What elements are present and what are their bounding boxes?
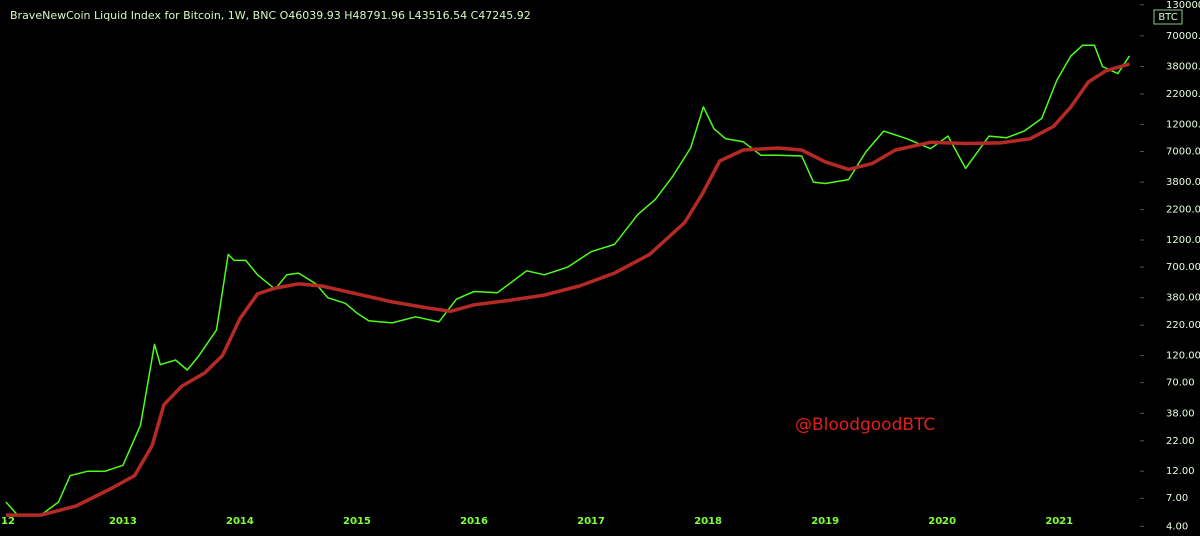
series-line [5, 44, 1131, 516]
y-tick-label: 22.00 [1166, 436, 1195, 447]
y-tick-label: 38.00 [1166, 408, 1195, 419]
y-tick-label: 7000.00 [1166, 146, 1200, 157]
y-tick-label: 12000.00 [1166, 119, 1200, 130]
y-tick-label: 3800.00 [1166, 177, 1200, 188]
y-tick-label: 12.00 [1166, 466, 1195, 477]
y-tick-label: 2200.00 [1166, 205, 1200, 216]
x-tick-label: 2020 [928, 516, 956, 527]
y-tick-label: 380.00 [1166, 293, 1200, 304]
x-tick-label: 2018 [694, 516, 722, 527]
currency-label: BTC [1158, 12, 1177, 23]
y-tick-label: 70.00 [1166, 378, 1195, 389]
y-tick-label: 4.00 [1166, 521, 1188, 532]
x-tick-label: 2014 [226, 516, 254, 527]
x-tick-label: 2015 [343, 516, 371, 527]
x-tick-label: 2016 [460, 516, 488, 527]
x-tick-label: 2013 [109, 516, 137, 527]
x-tick-label: 2021 [1045, 516, 1073, 527]
x-tick-label: 12 [1, 516, 15, 527]
y-tick-label: 38000.00 [1166, 62, 1200, 73]
x-tick-label: 2017 [577, 516, 605, 527]
chart-title: BraveNewCoin Liquid Index for Bitcoin, 1… [10, 9, 531, 22]
y-tick-label: 120.00 [1166, 351, 1200, 362]
y-tick-label: 70000.00 [1166, 31, 1200, 42]
currency-box [1153, 9, 1183, 25]
y-tick-label: 130000.00 [1166, 0, 1200, 11]
y-tick-label: 7.00 [1166, 493, 1188, 504]
y-tick-label: 700.00 [1166, 262, 1200, 273]
y-tick-label: 22000.00 [1166, 89, 1200, 100]
series-line [5, 62, 1130, 517]
y-tick-label: 1200.00 [1166, 235, 1200, 246]
x-tick-label: 2019 [811, 516, 839, 527]
y-tick-label: 220.00 [1166, 320, 1200, 331]
watermark: @BloodgoodBTC [795, 415, 935, 435]
